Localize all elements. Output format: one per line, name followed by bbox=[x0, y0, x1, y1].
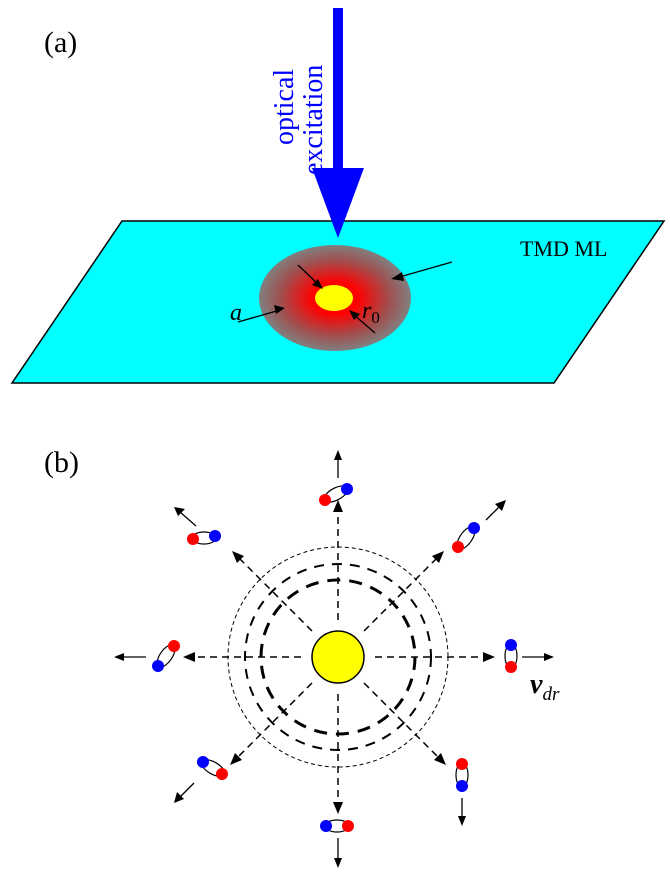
arrowhead-n bbox=[333, 500, 343, 512]
a-radius-arrowhead bbox=[274, 305, 285, 314]
drift-arrow-nw bbox=[179, 511, 197, 527]
radius-r0-label: r0 bbox=[362, 298, 380, 327]
drift-head-ne bbox=[495, 500, 506, 511]
drift-arrow-ne bbox=[485, 505, 501, 521]
panel-b-label: (b) bbox=[44, 446, 79, 479]
ring-middle bbox=[244, 563, 432, 751]
panel-b: (b) bbox=[44, 446, 560, 868]
electron-dot bbox=[456, 780, 468, 792]
electron-dot bbox=[468, 522, 480, 534]
electron-dot bbox=[209, 530, 221, 542]
a-radius-pointer bbox=[237, 309, 281, 323]
electron-dot bbox=[505, 639, 517, 651]
drift-head-sw bbox=[174, 792, 184, 803]
exciton-n bbox=[319, 483, 353, 506]
radial-arrow-sw bbox=[234, 682, 313, 761]
core-bottom-arrowhead bbox=[349, 310, 360, 320]
beam-label-optical: optical bbox=[269, 69, 300, 145]
central-spot bbox=[311, 630, 365, 684]
arrowhead-ne bbox=[432, 551, 444, 563]
arrowhead-s bbox=[333, 802, 343, 814]
hole-dot bbox=[456, 758, 468, 770]
hole-dot bbox=[168, 640, 180, 652]
drift-head-se bbox=[458, 816, 466, 826]
hole-dot bbox=[505, 661, 517, 673]
radius-a-label: a bbox=[230, 300, 242, 326]
panel-a-label: (a) bbox=[44, 26, 77, 59]
exciton-w bbox=[152, 640, 180, 672]
radial-arrow-nw bbox=[236, 555, 313, 632]
drift-head-e bbox=[544, 653, 554, 661]
tmd-ml-label: TMD ML bbox=[520, 236, 607, 261]
drift-head-n bbox=[334, 450, 342, 460]
radial-arrow-se bbox=[363, 682, 442, 761]
excitation-beam bbox=[333, 8, 343, 176]
drift-head-nw bbox=[174, 507, 185, 516]
core-spot bbox=[315, 285, 353, 311]
drift-arrows bbox=[122, 458, 546, 860]
outer-edge-pointer bbox=[395, 261, 453, 279]
hole-dot bbox=[216, 768, 228, 780]
excitation-beam-arrowhead bbox=[312, 168, 364, 238]
electron-dot bbox=[341, 483, 353, 495]
exciton-ne bbox=[452, 522, 480, 553]
drift-arrowheads bbox=[114, 450, 554, 868]
radial-arrow-ne bbox=[363, 555, 440, 632]
drift-head-w bbox=[114, 653, 124, 661]
hole-dot bbox=[319, 494, 331, 506]
electron-dot bbox=[197, 756, 209, 768]
hole-dot bbox=[342, 820, 354, 832]
arrowhead-nw bbox=[232, 551, 244, 563]
core-top-arrowhead bbox=[312, 279, 323, 289]
hole-dot bbox=[187, 533, 199, 545]
electron-dot bbox=[320, 820, 332, 832]
exciton-sw bbox=[197, 756, 228, 780]
exciton-nw bbox=[187, 530, 221, 545]
velocity-label: vdr bbox=[530, 669, 560, 705]
arrowhead-sw bbox=[230, 753, 242, 765]
beam-label-excitation: excitation bbox=[298, 65, 329, 175]
arrowhead-w bbox=[183, 652, 195, 662]
electron-dot bbox=[152, 660, 164, 672]
radial-arrowheads bbox=[183, 500, 495, 814]
hole-dot bbox=[452, 541, 464, 553]
radial-arrows bbox=[191, 508, 487, 806]
drift-head-s bbox=[334, 858, 342, 868]
exciton-e bbox=[504, 639, 518, 673]
outer-edge-arrowhead bbox=[391, 272, 404, 281]
arrowhead-e bbox=[483, 652, 495, 662]
exciton-s bbox=[320, 819, 354, 833]
drift-arrow-sw bbox=[179, 782, 195, 798]
arrowhead-se bbox=[434, 753, 446, 765]
exciton-se bbox=[455, 758, 469, 792]
panel-a: (a) TMD ML optical excitation a r0 bbox=[10, 8, 666, 384]
